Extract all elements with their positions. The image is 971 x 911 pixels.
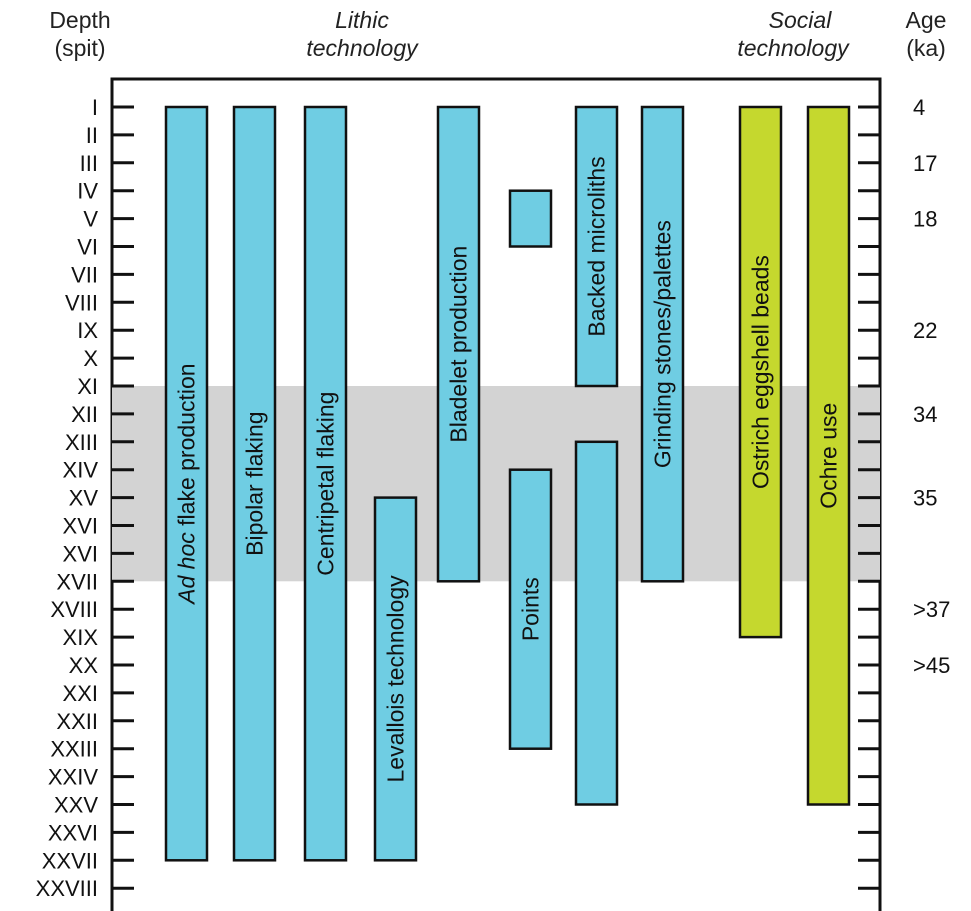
spit-label: X: [83, 346, 98, 371]
age-header-line2: (ka): [906, 35, 946, 61]
bars-layer: Ad hoc flake production Bipolar flaking Ce…: [164, 105, 851, 862]
bar-label: Levallois technology: [383, 575, 409, 783]
spit-label: XIV: [63, 458, 99, 483]
spit-label: XIX: [63, 625, 99, 650]
range-bar: [508, 468, 553, 750]
spit-label: XXVI: [48, 820, 98, 845]
age-label: 18: [913, 207, 937, 232]
spit-label: VI: [77, 235, 98, 260]
spit-label: XXVIII: [36, 876, 98, 901]
spit-label: XIII: [65, 430, 98, 455]
spit-label: VIII: [65, 290, 98, 315]
range-bar: [303, 105, 348, 862]
lithic-header-line1: Lithic: [335, 7, 389, 33]
bar-label: Bladelet production: [446, 246, 472, 443]
bar-label: Backed microliths: [584, 156, 610, 336]
age-labels-layer: 4 17 18 22 34 35 >37 >45: [913, 95, 950, 678]
age-label: 22: [913, 318, 937, 343]
spit-label: XXV: [54, 793, 98, 818]
range-bar: [232, 105, 277, 862]
age-label: >45: [913, 653, 950, 678]
spit-label: XI: [77, 374, 98, 399]
range-bar: [373, 496, 418, 862]
bar-label: Points: [518, 577, 544, 641]
range-bar: [574, 440, 619, 806]
social-header-line2: technology: [737, 35, 850, 61]
range-bar: [508, 189, 553, 248]
spit-label: XVI: [63, 541, 98, 566]
spit-label: XXIV: [48, 765, 98, 790]
bar-label: Grinding stones/palettes: [650, 220, 676, 468]
spit-label: XXII: [56, 709, 98, 734]
age-label: 4: [913, 95, 925, 120]
depth-header-line2: (spit): [54, 35, 105, 61]
spit-label: XX: [69, 653, 99, 678]
spit-label: III: [80, 151, 98, 176]
bar-label: Bipolar flaking: [242, 411, 268, 555]
spit-label: XV: [69, 486, 99, 511]
spit-label: VII: [71, 262, 98, 287]
spit-label: XVIII: [50, 597, 98, 622]
spit-label: XXVII: [42, 848, 98, 873]
spit-label: XVI: [63, 514, 98, 539]
range-bar: [436, 105, 481, 583]
range-bar: [738, 105, 783, 639]
lithic-header-line2: technology: [306, 35, 419, 61]
age-label: >37: [913, 597, 950, 622]
spit-label: XII: [71, 402, 98, 427]
spit-label: V: [83, 207, 98, 232]
bar-label: Ochre use: [816, 403, 842, 509]
social-header-line1: Social: [769, 7, 833, 33]
spit-label: II: [86, 123, 98, 148]
range-bar: [574, 105, 619, 388]
axis-ticks-layer: [112, 105, 880, 890]
bar-label: Ostrich eggshell beads: [748, 255, 774, 489]
spit-labels-layer: IIIIIIIVVVIVIIVIIIIXXXIXIIXIIIXIVXVXVIXV…: [36, 95, 99, 901]
age-label: 35: [913, 486, 937, 511]
spit-label: XVII: [56, 569, 98, 594]
range-bar: [164, 105, 209, 862]
bar-label: Centripetal flaking: [313, 392, 339, 576]
spit-label: IV: [77, 179, 98, 204]
range-bar: [806, 105, 851, 806]
spit-label: XXI: [63, 681, 98, 706]
spit-label: IX: [77, 318, 98, 343]
age-header-line1: Age: [906, 7, 947, 33]
depth-header-line1: Depth: [49, 7, 110, 33]
spit-label: I: [92, 95, 98, 120]
spit-label: XXIII: [50, 737, 98, 762]
age-label: 17: [913, 151, 937, 176]
age-label: 34: [913, 402, 937, 427]
bar-label: Ad hoc flake production: [174, 363, 200, 605]
range-bar: [640, 105, 685, 583]
